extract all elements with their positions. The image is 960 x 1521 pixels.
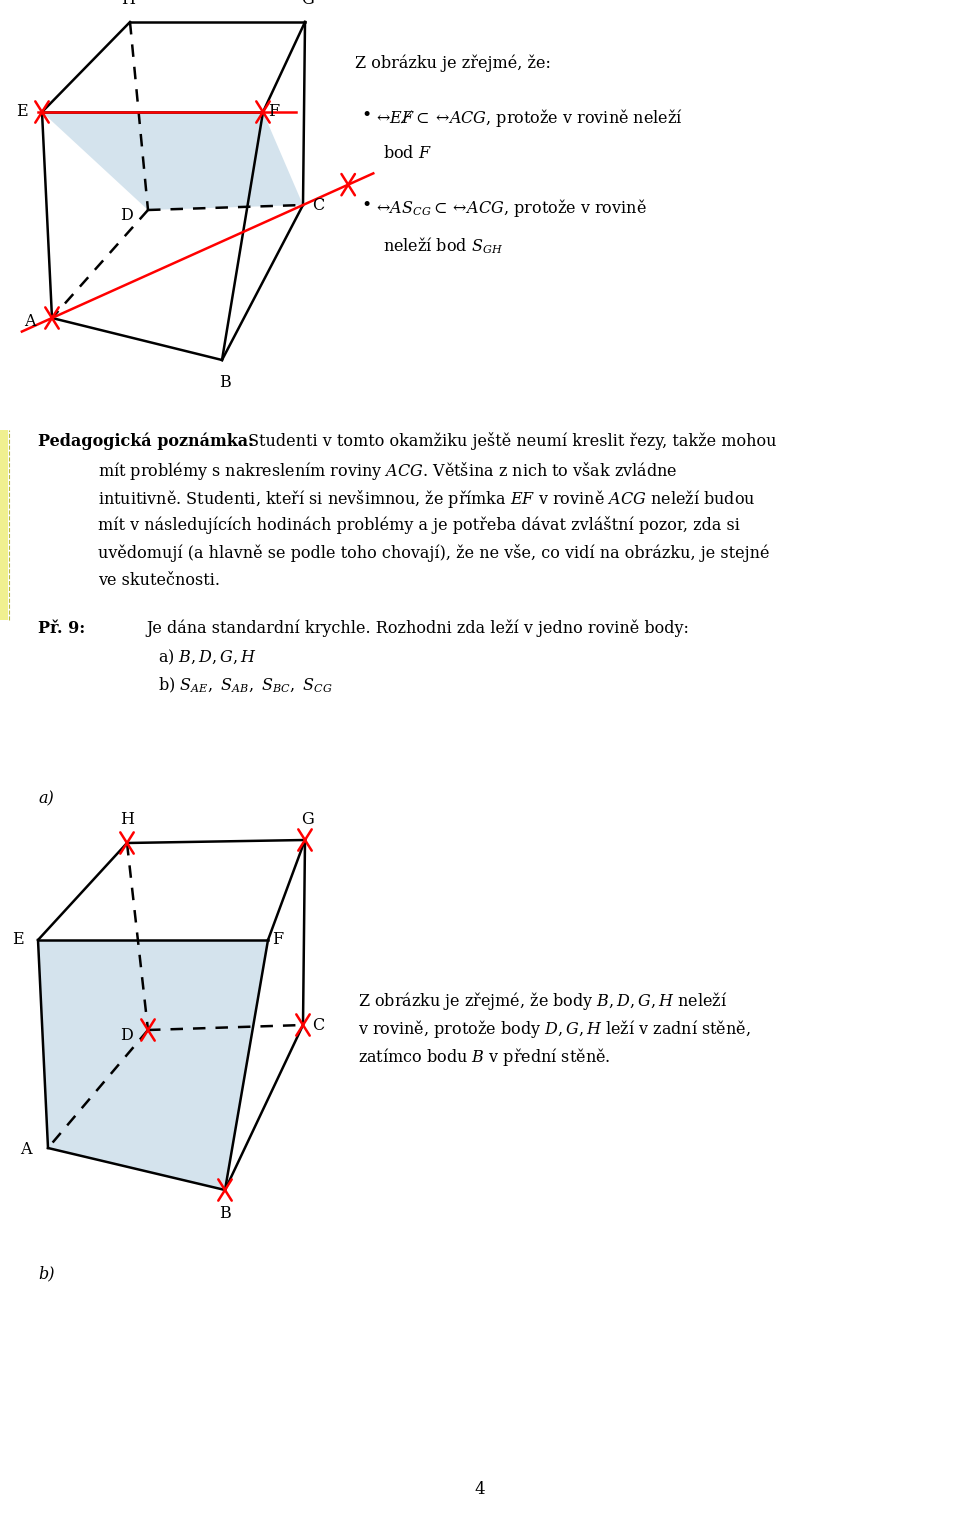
Text: A: A xyxy=(25,313,36,330)
Text: E: E xyxy=(16,103,28,120)
Text: Je dána standardní krychle. Rozhodni zda leží v jedno rovině body:: Je dána standardní krychle. Rozhodni zda… xyxy=(146,621,689,637)
Text: b): b) xyxy=(38,1265,55,1282)
Text: B: B xyxy=(219,374,230,391)
Text: a): a) xyxy=(38,789,54,808)
Text: Studenti v tomto okamžiku ještě neumí kreslit řezy, takže mohou: Studenti v tomto okamžiku ještě neumí kr… xyxy=(248,432,777,450)
Text: Z obrázku je zřejmé, že:: Z obrázku je zřejmé, že: xyxy=(355,55,551,73)
Text: A: A xyxy=(20,1141,32,1159)
Text: •: • xyxy=(361,198,372,214)
Text: C: C xyxy=(312,1016,324,1033)
Text: v rovině, protože body $D, G, H$ leží v zadní stěně,: v rovině, protože body $D, G, H$ leží v … xyxy=(358,1018,751,1040)
Polygon shape xyxy=(42,113,303,210)
Text: Z obrázku je zřejmé, že body $B, D, G, H$ neleží: Z obrázku je zřejmé, že body $B, D, G, H… xyxy=(358,990,728,1011)
Text: D: D xyxy=(120,207,133,224)
Text: neleží bod $S_{GH}$: neleží bod $S_{GH}$ xyxy=(383,236,503,256)
Text: D: D xyxy=(120,1027,133,1043)
Text: uvědomují (a hlavně se podle toho chovají), že ne vše, co vidí na obrázku, je st: uvědomují (a hlavně se podle toho chovaj… xyxy=(98,545,770,561)
Text: Př. 9:: Př. 9: xyxy=(38,621,85,637)
Text: F: F xyxy=(272,931,283,949)
Text: a) $B, D, G, H$: a) $B, D, G, H$ xyxy=(158,648,257,668)
Bar xyxy=(0,430,8,621)
Text: E: E xyxy=(12,931,24,949)
Text: 4: 4 xyxy=(474,1481,486,1498)
Text: b) $S_{AE},\ S_{AB},\ S_{BC},\ S_{CG}$: b) $S_{AE},\ S_{AB},\ S_{BC},\ S_{CG}$ xyxy=(158,675,333,695)
Text: mít problémy s nakreslením roviny $ACG$. Většina z nich to však zvládne: mít problémy s nakreslením roviny $ACG$.… xyxy=(98,459,678,482)
Text: B: B xyxy=(219,1205,230,1221)
Text: Pedagogická poznámka:: Pedagogická poznámka: xyxy=(38,432,260,450)
Text: F: F xyxy=(268,103,279,120)
Text: C: C xyxy=(312,196,324,213)
Text: H: H xyxy=(121,0,135,8)
Text: H: H xyxy=(120,811,134,827)
Text: $\leftrightarrow\! EF \not\subset \leftrightarrow\! ACG$, protože v rovině nelež: $\leftrightarrow\! EF \not\subset \leftr… xyxy=(373,106,683,129)
Text: ve skutečnosti.: ve skutečnosti. xyxy=(98,572,220,589)
Text: •: • xyxy=(361,106,372,125)
Text: $\leftrightarrow\! AS_{CG} \subset \leftrightarrow\! ACG$, protože v rovině: $\leftrightarrow\! AS_{CG} \subset \left… xyxy=(373,198,647,219)
Text: intuitivně. Studenti, kteří si nevšimnou, že přímka $EF$ v rovině $ACG$ neleží b: intuitivně. Studenti, kteří si nevšimnou… xyxy=(98,488,756,510)
Text: G: G xyxy=(301,811,314,827)
Text: zatímco bodu $B$ v přední stěně.: zatímco bodu $B$ v přední stěně. xyxy=(358,1046,611,1068)
Polygon shape xyxy=(38,940,268,1189)
Text: G: G xyxy=(301,0,314,8)
Text: mít v následujících hodinách problémy a je potřeba dávat zvláštní pozor, zda si: mít v následujících hodinách problémy a … xyxy=(98,516,740,534)
Text: bod $F$: bod $F$ xyxy=(383,144,432,163)
